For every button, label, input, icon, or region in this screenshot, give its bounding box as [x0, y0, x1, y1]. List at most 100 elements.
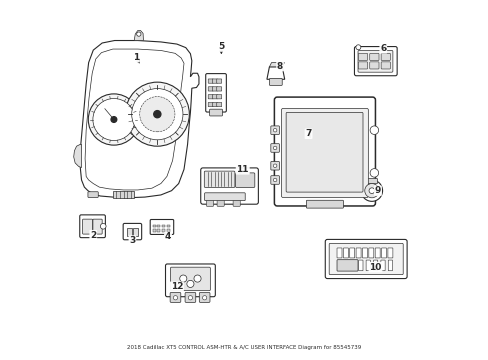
FancyBboxPatch shape: [328, 243, 403, 275]
FancyBboxPatch shape: [216, 95, 221, 99]
Circle shape: [153, 111, 161, 118]
Circle shape: [100, 224, 106, 229]
FancyBboxPatch shape: [206, 198, 213, 206]
FancyBboxPatch shape: [216, 79, 221, 83]
FancyBboxPatch shape: [381, 248, 386, 258]
FancyBboxPatch shape: [166, 225, 169, 227]
Circle shape: [173, 296, 177, 300]
FancyBboxPatch shape: [354, 46, 396, 76]
FancyBboxPatch shape: [133, 228, 138, 235]
FancyBboxPatch shape: [336, 260, 357, 271]
FancyBboxPatch shape: [374, 248, 379, 258]
FancyBboxPatch shape: [82, 219, 92, 234]
FancyBboxPatch shape: [93, 219, 102, 234]
Text: 6: 6: [379, 44, 386, 53]
Circle shape: [355, 45, 360, 50]
FancyBboxPatch shape: [170, 292, 181, 302]
FancyBboxPatch shape: [358, 260, 362, 271]
FancyBboxPatch shape: [380, 260, 385, 271]
Circle shape: [131, 89, 183, 140]
FancyBboxPatch shape: [387, 248, 392, 258]
FancyBboxPatch shape: [208, 103, 213, 107]
FancyBboxPatch shape: [209, 109, 222, 116]
Text: 5: 5: [218, 42, 224, 51]
FancyBboxPatch shape: [366, 179, 377, 184]
FancyBboxPatch shape: [325, 239, 407, 279]
Circle shape: [140, 96, 175, 132]
Text: 2018 Cadillac XT5 CONTROL ASM-HTR & A/C USER INTERFACE Diagram for 85545739: 2018 Cadillac XT5 CONTROL ASM-HTR & A/C …: [127, 345, 361, 350]
FancyBboxPatch shape: [355, 248, 360, 258]
Text: 10: 10: [368, 263, 381, 272]
FancyBboxPatch shape: [368, 248, 373, 258]
FancyBboxPatch shape: [233, 198, 240, 206]
FancyBboxPatch shape: [157, 229, 160, 232]
FancyBboxPatch shape: [199, 292, 209, 302]
FancyBboxPatch shape: [212, 79, 217, 83]
Circle shape: [273, 164, 276, 167]
FancyBboxPatch shape: [373, 260, 377, 271]
Text: 7: 7: [305, 129, 311, 138]
FancyBboxPatch shape: [357, 50, 392, 72]
FancyBboxPatch shape: [285, 112, 362, 192]
FancyBboxPatch shape: [216, 103, 221, 107]
FancyBboxPatch shape: [270, 144, 279, 152]
FancyBboxPatch shape: [208, 95, 213, 99]
FancyBboxPatch shape: [270, 176, 279, 184]
Circle shape: [369, 126, 378, 134]
Text: 2: 2: [90, 231, 96, 240]
Circle shape: [369, 168, 378, 177]
FancyBboxPatch shape: [80, 215, 105, 238]
FancyBboxPatch shape: [387, 260, 392, 271]
Polygon shape: [74, 144, 81, 167]
FancyBboxPatch shape: [170, 267, 210, 291]
Circle shape: [180, 275, 186, 282]
FancyBboxPatch shape: [216, 87, 221, 91]
Circle shape: [125, 82, 189, 146]
FancyBboxPatch shape: [200, 168, 258, 204]
Polygon shape: [85, 49, 183, 190]
Text: 4: 4: [164, 233, 171, 242]
FancyBboxPatch shape: [369, 62, 378, 69]
FancyBboxPatch shape: [269, 78, 282, 85]
Circle shape: [88, 94, 139, 145]
FancyBboxPatch shape: [336, 248, 341, 258]
FancyBboxPatch shape: [152, 229, 155, 232]
Circle shape: [273, 146, 276, 150]
FancyBboxPatch shape: [343, 248, 347, 258]
FancyBboxPatch shape: [212, 103, 217, 107]
FancyBboxPatch shape: [166, 229, 169, 232]
Circle shape: [93, 99, 135, 140]
FancyBboxPatch shape: [362, 248, 366, 258]
Circle shape: [364, 184, 378, 198]
FancyBboxPatch shape: [113, 192, 134, 198]
FancyBboxPatch shape: [212, 87, 217, 91]
Circle shape: [273, 178, 276, 182]
FancyBboxPatch shape: [358, 62, 367, 69]
FancyBboxPatch shape: [162, 229, 164, 232]
FancyBboxPatch shape: [235, 173, 254, 188]
Text: 3: 3: [129, 236, 135, 245]
Circle shape: [273, 129, 276, 132]
Circle shape: [361, 180, 382, 201]
Polygon shape: [269, 63, 284, 67]
FancyBboxPatch shape: [157, 225, 160, 227]
Text: 1: 1: [133, 53, 139, 62]
FancyBboxPatch shape: [162, 225, 164, 227]
FancyBboxPatch shape: [208, 87, 213, 91]
FancyBboxPatch shape: [212, 95, 217, 99]
FancyBboxPatch shape: [274, 97, 375, 206]
FancyBboxPatch shape: [306, 200, 343, 208]
FancyBboxPatch shape: [281, 108, 367, 197]
Text: 11: 11: [236, 165, 248, 174]
FancyBboxPatch shape: [366, 260, 369, 271]
Polygon shape: [266, 67, 284, 79]
Circle shape: [188, 296, 192, 300]
FancyBboxPatch shape: [184, 292, 195, 302]
FancyBboxPatch shape: [270, 162, 279, 170]
FancyBboxPatch shape: [270, 126, 279, 134]
FancyBboxPatch shape: [165, 264, 215, 297]
FancyBboxPatch shape: [380, 62, 389, 69]
FancyBboxPatch shape: [358, 53, 367, 60]
Text: 9: 9: [374, 186, 380, 195]
Circle shape: [202, 296, 206, 300]
